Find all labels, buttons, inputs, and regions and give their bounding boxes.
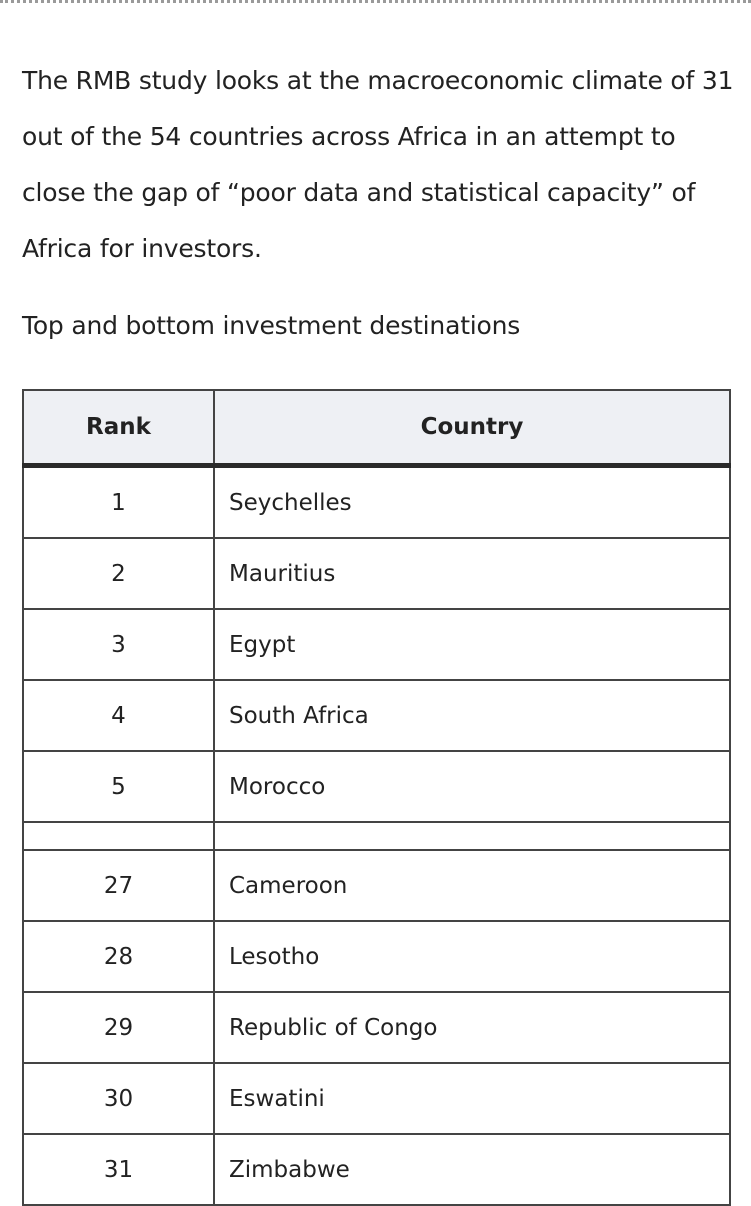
table-row: 4 South Africa (22, 679, 731, 752)
rank-cell: 4 (22, 679, 215, 752)
country-cell: Republic of Congo (213, 991, 731, 1064)
rank-cell: 5 (22, 750, 215, 823)
table-row: 1 Seychelles (22, 464, 731, 539)
rank-cell: 2 (22, 537, 215, 610)
empty-separator-row (22, 821, 731, 851)
rank-cell: 1 (22, 464, 215, 539)
table-row: 2 Mauritius (22, 537, 731, 610)
country-cell: Mauritius (213, 537, 731, 610)
table-row: 3 Egypt (22, 608, 731, 681)
country-cell: South Africa (213, 679, 731, 752)
rank-cell: 30 (22, 1062, 215, 1135)
rank-cell: 27 (22, 849, 215, 922)
table-header-row: Rank Country (22, 389, 731, 468)
table-row: 5 Morocco (22, 750, 731, 823)
country-cell: Cameroon (213, 849, 731, 922)
rank-cell: 29 (22, 991, 215, 1064)
investment-destinations-table: Rank Country 1 Seychelles 2 Mauritius 3 … (22, 389, 731, 1206)
rank-column-header: Rank (22, 389, 215, 468)
table-row: 28 Lesotho (22, 920, 731, 993)
country-cell: Zimbabwe (213, 1133, 731, 1206)
table-row: 29 Republic of Congo (22, 991, 731, 1064)
country-cell: Egypt (213, 608, 731, 681)
top-dotted-divider (0, 0, 751, 3)
country-column-header: Country (213, 389, 731, 468)
intro-paragraph: The RMB study looks at the macroeconomic… (22, 66, 734, 263)
empty-cell (22, 821, 215, 851)
country-cell: Seychelles (213, 464, 731, 539)
destinations-table-container: Rank Country 1 Seychelles 2 Mauritius 3 … (22, 389, 731, 1206)
table-row: 31 Zimbabwe (22, 1133, 731, 1206)
empty-cell (213, 821, 731, 851)
country-cell: Morocco (213, 750, 731, 823)
country-cell: Lesotho (213, 920, 731, 993)
rank-cell: 31 (22, 1133, 215, 1206)
table-row: 30 Eswatini (22, 1062, 731, 1135)
country-cell: Eswatini (213, 1062, 731, 1135)
table-caption: Top and bottom investment destinations (22, 311, 521, 340)
rank-cell: 3 (22, 608, 215, 681)
rank-cell: 28 (22, 920, 215, 993)
table-row: 27 Cameroon (22, 849, 731, 922)
